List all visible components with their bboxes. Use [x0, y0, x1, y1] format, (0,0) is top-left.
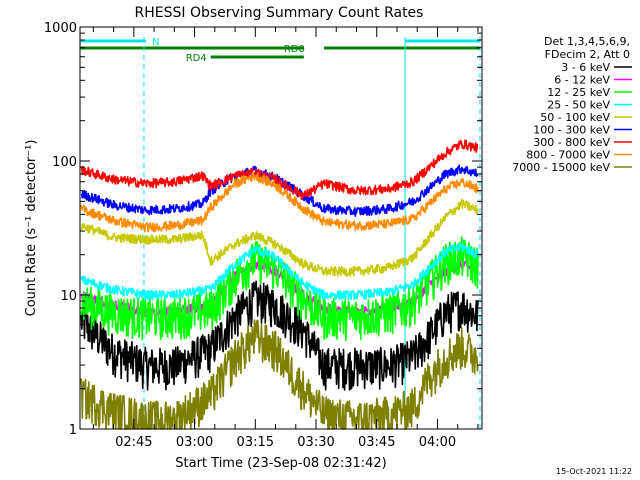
series-line-8 [80, 319, 479, 430]
footer-date: 15-Oct-2021 11:22 [556, 467, 632, 476]
flag-label-rd4: RD4 [186, 53, 207, 64]
x-tick-label: 04:00 [419, 435, 456, 450]
y-tick-label: 1 [69, 423, 77, 438]
x-tick-label: 03:00 [176, 435, 213, 450]
x-tick-label: 03:30 [297, 435, 334, 450]
flag-label-rd0: RD0 [284, 44, 305, 55]
axes: 02:45 03:00 03:15 03:30 03:45 04:00 1 10 100 1000 [44, 21, 482, 450]
legend-label: 7000 - 15000 keV [512, 161, 610, 174]
series-line-4 [80, 198, 479, 278]
y-tick-label: 100 [52, 155, 77, 170]
flag-label-n: N [152, 37, 159, 48]
x-tick-label: 03:15 [237, 435, 274, 450]
series-line-3 [80, 242, 479, 301]
y-axis-label: Count Rate (s⁻¹ detector⁻¹) [24, 140, 39, 317]
series-line-7 [80, 171, 479, 233]
legend-label: 6 - 12 keV [554, 74, 610, 87]
y-tick-label: 1000 [44, 21, 77, 36]
series-lines [80, 139, 479, 430]
y-tick-label: 10 [60, 289, 77, 304]
legend-label: 25 - 50 keV [547, 99, 610, 112]
legend-label: 300 - 800 keV [533, 136, 610, 149]
legend-title-line-1: Det 1,3,4,5,6,9, [544, 35, 630, 48]
legend-label: 100 - 300 keV [533, 124, 610, 137]
x-tick-label: 02:45 [115, 435, 152, 450]
legend-label: 800 - 7000 keV [526, 149, 610, 162]
flag-bars: N RD0 RD4 [80, 37, 480, 64]
series-line-6 [80, 139, 479, 200]
x-axis-label: Start Time (23-Sep-08 02:31:42) [175, 456, 386, 471]
chart-title: RHESSI Observing Summary Count Rates [135, 5, 424, 21]
legend-label: 12 - 25 keV [547, 86, 610, 99]
legend-title-line-2: FDecim 2, Att 0 [545, 48, 630, 61]
legend-label: 3 - 6 keV [561, 61, 610, 74]
series-line-0 [80, 280, 479, 391]
x-tick-label: 03:45 [358, 435, 395, 450]
plot-frame [79, 26, 483, 430]
legend-label: 50 - 100 keV [540, 111, 610, 124]
